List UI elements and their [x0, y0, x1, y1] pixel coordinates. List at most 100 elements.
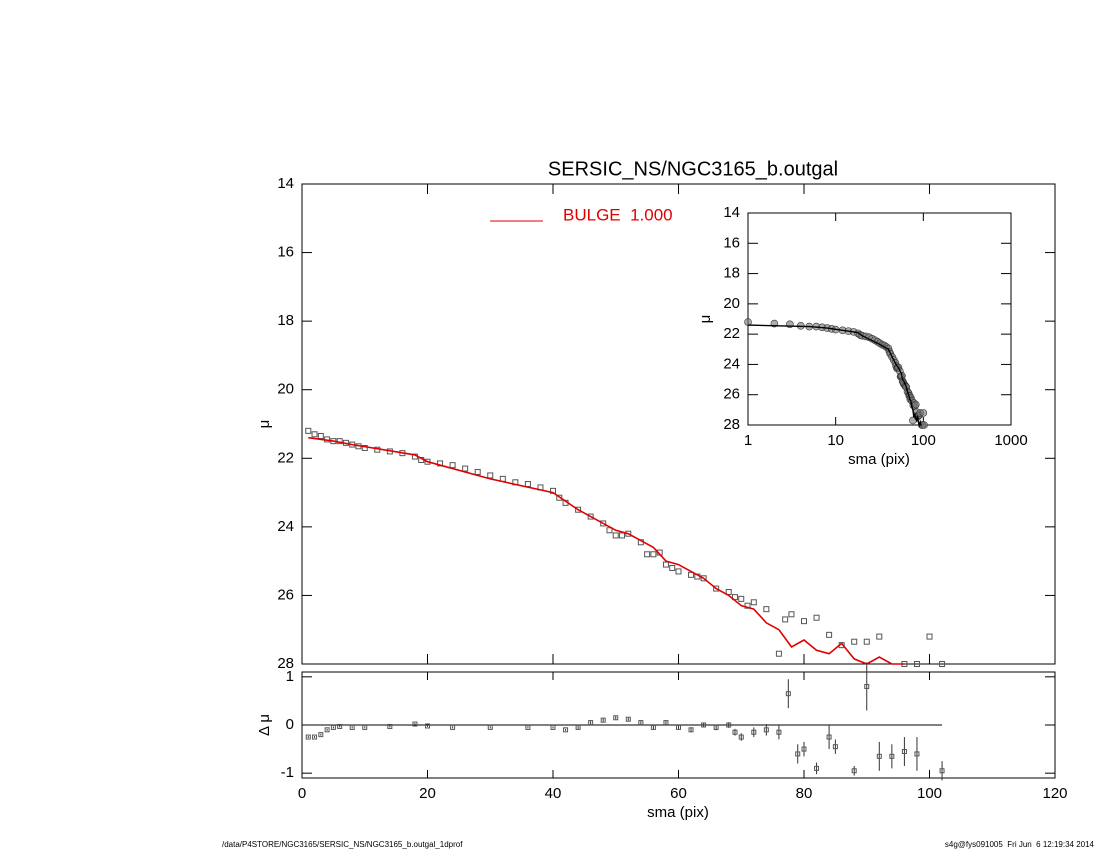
x-tick-label: 40	[545, 785, 562, 802]
residual-point	[701, 722, 707, 728]
y-tick-label: 26	[277, 586, 294, 603]
data-point	[926, 633, 933, 640]
data-point	[782, 616, 789, 623]
data-point	[575, 506, 582, 513]
residual-point	[330, 724, 336, 730]
residual-point	[939, 768, 945, 774]
residual-point	[751, 729, 757, 735]
data-point	[317, 433, 324, 439]
data-point	[524, 481, 531, 487]
residual-point	[676, 724, 681, 730]
residual-point	[738, 734, 744, 740]
y-tick-label: 22	[277, 449, 294, 466]
data-point	[851, 638, 858, 645]
y-tick-label: 14	[723, 204, 740, 221]
data-point	[449, 462, 456, 469]
residual-point	[312, 734, 318, 740]
data-point	[813, 614, 820, 621]
data-point	[606, 527, 613, 534]
data-point	[750, 599, 757, 606]
data-point	[939, 661, 946, 667]
data-point	[876, 633, 883, 640]
inset-point	[911, 400, 920, 409]
inset-background	[748, 213, 1011, 425]
data-point	[612, 532, 619, 539]
residual-point	[889, 753, 895, 759]
data-point	[361, 445, 368, 451]
residual-point	[600, 717, 606, 723]
x-tick-label: 1000	[994, 432, 1027, 449]
y-axis-label: μ	[697, 315, 714, 324]
data-point	[826, 631, 833, 638]
data-point	[619, 532, 626, 539]
y-tick-label: 28	[723, 416, 740, 433]
residual-point	[324, 727, 330, 733]
data-point	[675, 568, 682, 575]
data-point	[662, 561, 669, 568]
y-tick-label: 22	[723, 325, 740, 342]
y-tick-label: 1	[286, 668, 294, 685]
residual-point	[588, 720, 594, 726]
x-tick-label: 120	[1042, 785, 1067, 802]
y-tick-label: 16	[277, 244, 294, 261]
x-tick-label: 80	[796, 785, 813, 802]
y-tick-label: 26	[723, 386, 740, 403]
chart-title: SERSIC_NS/NGC3165_b.outgal	[548, 158, 838, 180]
x-tick-label: 60	[670, 785, 687, 802]
residual-point	[387, 723, 393, 729]
residual-point	[487, 724, 493, 730]
residual-point	[726, 722, 732, 728]
y-tick-label: 20	[277, 381, 294, 398]
residual-point	[550, 724, 556, 730]
residual-point	[337, 723, 343, 729]
y-tick-label: 0	[286, 716, 294, 733]
inset-point	[919, 409, 928, 417]
data-point	[487, 472, 494, 479]
x-tick-label: 0	[298, 785, 306, 802]
data-point	[474, 469, 481, 475]
x-axis-label: sma (pix)	[848, 451, 910, 468]
model-line	[747, 324, 922, 428]
x-tick-label: 100	[917, 785, 942, 802]
residual-point	[625, 716, 631, 722]
y-tick-label: 18	[723, 265, 740, 282]
data-point	[863, 638, 870, 645]
residual-point	[362, 724, 368, 730]
footer-path: /data/P4STORE/NGC3165/SERSIC_NS/NGC3165_…	[222, 840, 463, 849]
residual-point	[876, 753, 882, 759]
data-point	[688, 571, 695, 578]
residual-point	[450, 724, 456, 730]
model-line	[308, 436, 905, 665]
y-axis-label: Δ μ	[256, 714, 273, 736]
y-tick-label: 20	[723, 295, 740, 312]
data-point	[305, 427, 312, 434]
y-axis-label: μ	[256, 420, 273, 429]
y-tick-label: 28	[277, 655, 294, 672]
residual-point	[650, 724, 656, 730]
residual-point	[732, 729, 738, 735]
data-point	[462, 465, 469, 472]
residual-point	[305, 734, 311, 740]
x-tick-label: 100	[911, 432, 936, 449]
residual-point	[688, 727, 694, 733]
residual-point	[795, 751, 801, 757]
residual-point	[914, 751, 920, 757]
residual-point	[412, 721, 418, 727]
residual-point	[663, 720, 669, 726]
residual-point	[826, 734, 832, 740]
data-point	[913, 661, 920, 667]
data-point	[801, 618, 807, 625]
y-tick-label: 14	[277, 175, 294, 192]
residual-point	[525, 724, 531, 730]
residual-point	[349, 724, 355, 730]
residual-point	[638, 720, 644, 726]
residual-point	[851, 768, 857, 774]
residual-point	[864, 683, 870, 689]
data-point	[644, 551, 651, 558]
data-point	[775, 650, 782, 657]
data-point	[650, 551, 657, 558]
y-tick-label: 18	[277, 312, 294, 329]
residual-point	[425, 723, 430, 729]
y-tick-label: -1	[281, 764, 294, 781]
data-point	[587, 513, 594, 520]
